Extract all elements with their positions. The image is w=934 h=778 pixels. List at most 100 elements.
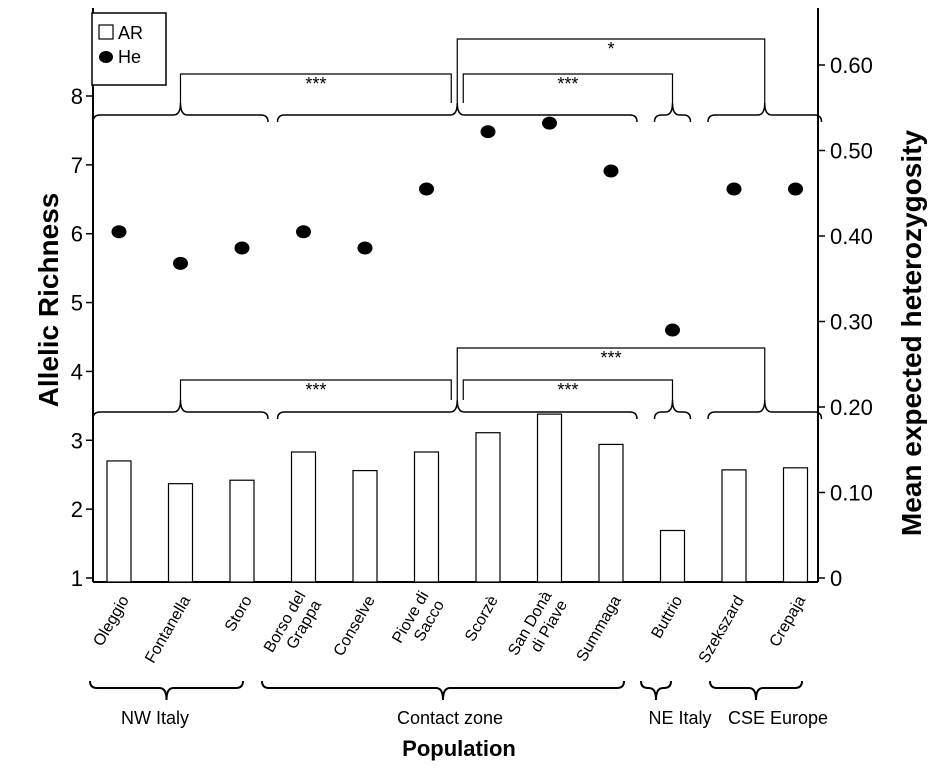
he-point (173, 256, 188, 270)
significance-label: *** (600, 348, 621, 368)
left-tick-label: 8 (71, 84, 83, 109)
category-label-line: Scorzè (462, 593, 502, 645)
group-brace-contact-zone (276, 399, 638, 420)
group-brace-cse-europe (707, 399, 823, 420)
significance-bracket (179, 73, 452, 103)
category-label-line: Szekszard (696, 593, 748, 666)
plot-frame (92, 8, 819, 583)
right-tick-label: 0.10 (830, 481, 873, 506)
y-axis-title: Allelic Richness (33, 193, 64, 408)
left-tick-label: 1 (71, 566, 83, 591)
left-tick-label: 3 (71, 428, 83, 453)
group-label: NE Italy (648, 708, 711, 728)
he-points (111, 116, 803, 337)
ar-bar (229, 479, 255, 583)
right-tick-label: 0.60 (830, 53, 873, 78)
legend-ar-square-icon (98, 24, 114, 40)
category-label: Borso delGrappa (261, 588, 325, 664)
category-label: Scorzè (462, 593, 502, 645)
significance-bracket (462, 73, 674, 103)
left-tick-label: 5 (71, 291, 83, 316)
he-point (603, 164, 619, 178)
category-label: Piove diSacco (389, 588, 448, 655)
bottom-brace-nw-italy (89, 680, 244, 701)
right-tick-label: 0 (830, 566, 842, 591)
category-label-line: Oleggio (90, 593, 132, 649)
group-label: NW Italy (121, 708, 189, 728)
right-tick-label: 0.30 (830, 310, 873, 335)
significance-bracket (462, 379, 674, 400)
right-tick-label: 0.20 (830, 395, 873, 420)
category-label: Fontanella (142, 593, 194, 666)
category-label-line: Conselve (331, 593, 379, 659)
category-label: Summaga (574, 593, 625, 665)
category-labels: Oleggio Fontanella Storo Borso delGrappa Con… (90, 588, 810, 667)
bottom-brace-ne-italy (640, 680, 672, 701)
category-label-line: Summaga (574, 593, 625, 665)
ar-bar (106, 460, 132, 583)
significance-bracket (456, 347, 766, 400)
he-point (234, 241, 250, 255)
significance-label: *** (557, 74, 578, 94)
legend: AR He (91, 12, 167, 86)
group-brace-nw-italy (92, 399, 269, 420)
category-label: Conselve (331, 593, 379, 659)
category-label-line: Storo (222, 593, 256, 635)
he-point (665, 323, 680, 337)
legend-ar-label: AR (118, 23, 143, 43)
category-label: Oleggio (90, 593, 132, 649)
category-label-line: Crepaja (767, 593, 810, 650)
legend-he-dot-icon (99, 51, 113, 63)
category-label: San Donàdi Piave (505, 588, 571, 667)
ar-bar (167, 483, 194, 583)
significance-label: *** (305, 74, 326, 94)
group-brace-cse-europe (707, 102, 823, 123)
lower-significance-brackets: *** *** *** (92, 347, 823, 420)
significance-bracket (456, 38, 766, 103)
group-brace-nw-italy (92, 102, 269, 123)
he-point (480, 125, 496, 139)
category-label: Crepaja (767, 593, 810, 650)
category-label-line: Fontanella (142, 593, 194, 666)
group-brace-ne-italy (653, 102, 692, 123)
he-point (419, 182, 434, 196)
significance-label: *** (557, 380, 578, 400)
he-point (296, 225, 311, 239)
ar-bar (782, 467, 809, 583)
ar-bar (352, 469, 378, 583)
group-label: CSE Europe (728, 708, 828, 728)
category-label-line: Buttrio (648, 593, 686, 642)
category-label: Storo (222, 593, 256, 635)
ar-bar (475, 432, 501, 583)
ar-bar (290, 451, 317, 583)
right-tick-label: 0.50 (830, 139, 873, 164)
category-label: Buttrio (648, 593, 686, 642)
left-tick-label: 7 (71, 153, 83, 178)
left-tick-label: 4 (71, 359, 83, 384)
he-point (542, 116, 557, 130)
ar-bar (598, 443, 624, 583)
significance-label: * (607, 39, 614, 59)
significance-label: *** (305, 380, 326, 400)
bottom-brace-cse-europe (709, 680, 803, 701)
left-axis-ticks: 1 2 3 4 5 6 7 8 (71, 84, 93, 591)
left-tick-label: 6 (71, 222, 83, 247)
group-braces: NW Italy Contact zone NE Italy CSE Europe (89, 680, 828, 728)
upper-significance-brackets: *** **** (92, 38, 823, 123)
legend-he-label: He (118, 47, 141, 67)
bottom-brace-contact-zone (261, 680, 625, 701)
significance-bracket (179, 379, 452, 400)
he-point (788, 182, 803, 196)
left-tick-label: 2 (71, 497, 83, 522)
x-axis-title: Population (402, 736, 516, 761)
ar-bar (536, 413, 563, 583)
he-point (357, 241, 373, 255)
right-axis-ticks: 0 0.10 0.20 0.30 0.40 0.50 0.60 (818, 53, 873, 591)
group-brace-ne-italy (653, 399, 692, 420)
group-brace-contact-zone (276, 102, 638, 123)
group-label: Contact zone (397, 708, 503, 728)
y2-axis-title: Mean expected heterozygosity (896, 130, 927, 537)
ar-bar (721, 469, 747, 583)
ar-bar (659, 529, 686, 583)
he-point (726, 182, 742, 196)
